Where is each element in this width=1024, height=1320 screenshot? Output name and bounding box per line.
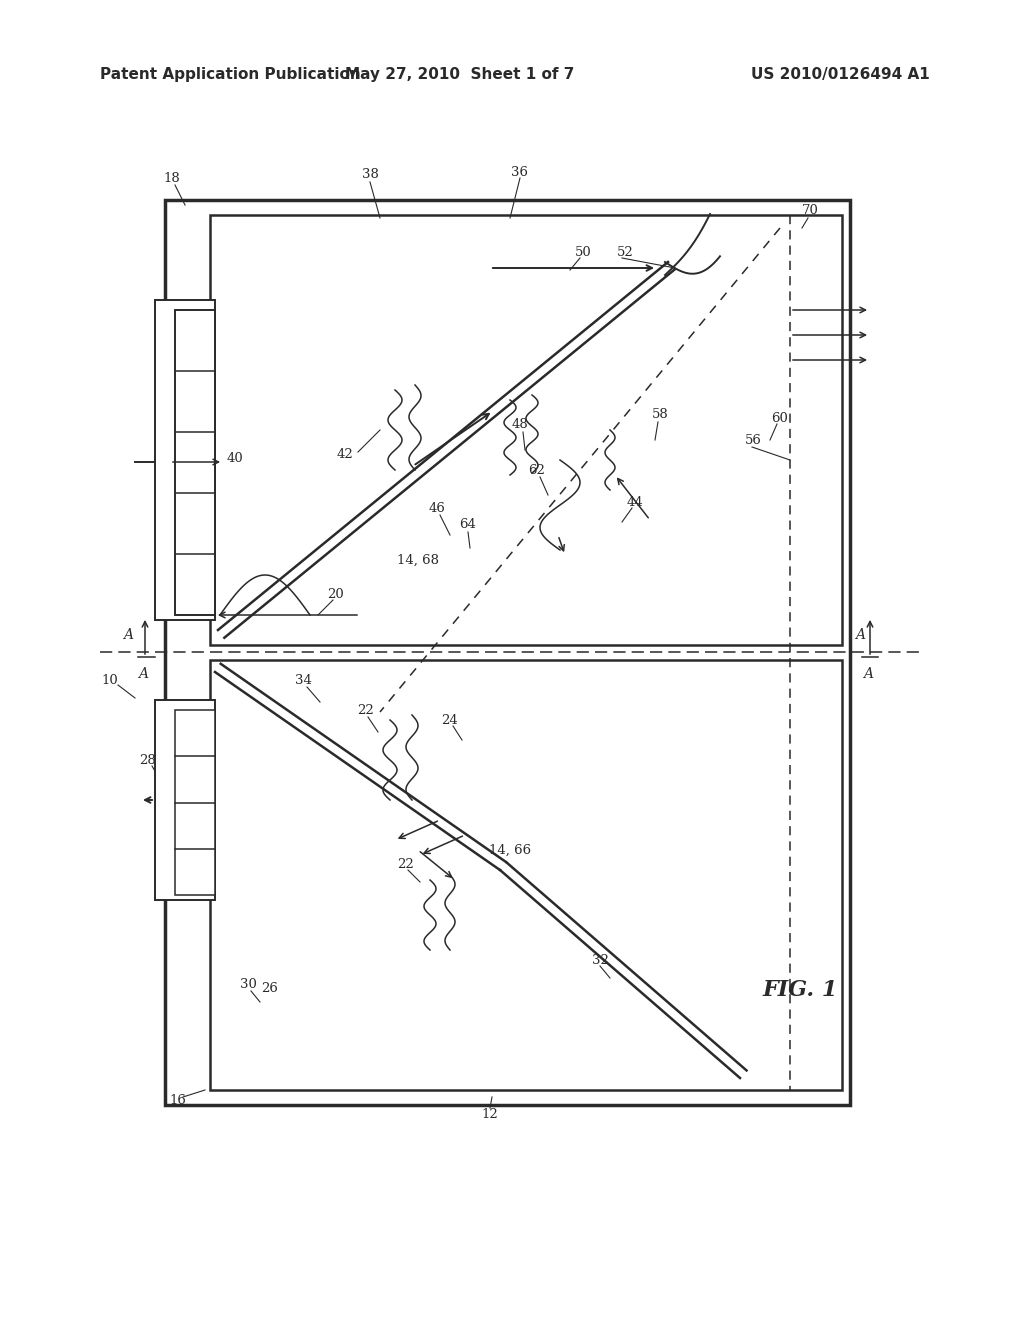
Text: 38: 38 bbox=[361, 169, 379, 181]
Text: 46: 46 bbox=[429, 502, 445, 515]
Text: 42: 42 bbox=[337, 449, 353, 462]
Bar bbox=[165, 201, 850, 1105]
Text: 10: 10 bbox=[101, 673, 119, 686]
Text: 36: 36 bbox=[512, 165, 528, 178]
Text: A: A bbox=[123, 628, 133, 642]
Text: US 2010/0126494 A1: US 2010/0126494 A1 bbox=[752, 67, 930, 82]
Text: 28: 28 bbox=[139, 754, 157, 767]
Text: 22: 22 bbox=[356, 704, 374, 717]
Bar bbox=[175, 310, 215, 615]
Text: 70: 70 bbox=[802, 203, 818, 216]
Text: 34: 34 bbox=[295, 673, 311, 686]
Text: 14, 68: 14, 68 bbox=[397, 553, 439, 566]
Bar bbox=[155, 300, 215, 620]
Text: 12: 12 bbox=[481, 1109, 499, 1122]
Text: May 27, 2010  Sheet 1 of 7: May 27, 2010 Sheet 1 of 7 bbox=[345, 67, 574, 82]
Text: 64: 64 bbox=[460, 519, 476, 532]
Text: 58: 58 bbox=[651, 408, 669, 421]
Text: 32: 32 bbox=[592, 953, 608, 966]
Text: A: A bbox=[863, 667, 873, 681]
Text: 30: 30 bbox=[240, 978, 256, 991]
Bar bbox=[175, 710, 215, 895]
Text: 20: 20 bbox=[327, 589, 343, 602]
Text: 50: 50 bbox=[574, 246, 592, 259]
Text: 16: 16 bbox=[170, 1093, 186, 1106]
Text: 48: 48 bbox=[512, 418, 528, 432]
Text: 22: 22 bbox=[396, 858, 414, 871]
Text: 14, 66: 14, 66 bbox=[488, 843, 531, 857]
Text: 40: 40 bbox=[226, 451, 244, 465]
Text: 60: 60 bbox=[771, 412, 788, 425]
Text: Patent Application Publication: Patent Application Publication bbox=[100, 67, 360, 82]
Text: 18: 18 bbox=[164, 172, 180, 185]
Text: 26: 26 bbox=[261, 982, 279, 994]
Bar bbox=[210, 215, 842, 645]
Text: FIG. 1: FIG. 1 bbox=[762, 979, 838, 1001]
Text: A: A bbox=[138, 667, 148, 681]
Bar bbox=[155, 700, 215, 900]
Text: 44: 44 bbox=[627, 495, 643, 508]
Text: 24: 24 bbox=[441, 714, 459, 726]
Text: 56: 56 bbox=[744, 433, 762, 446]
Text: 62: 62 bbox=[528, 463, 546, 477]
Text: 52: 52 bbox=[616, 246, 634, 259]
Bar bbox=[210, 660, 842, 1090]
Text: A: A bbox=[855, 628, 865, 642]
